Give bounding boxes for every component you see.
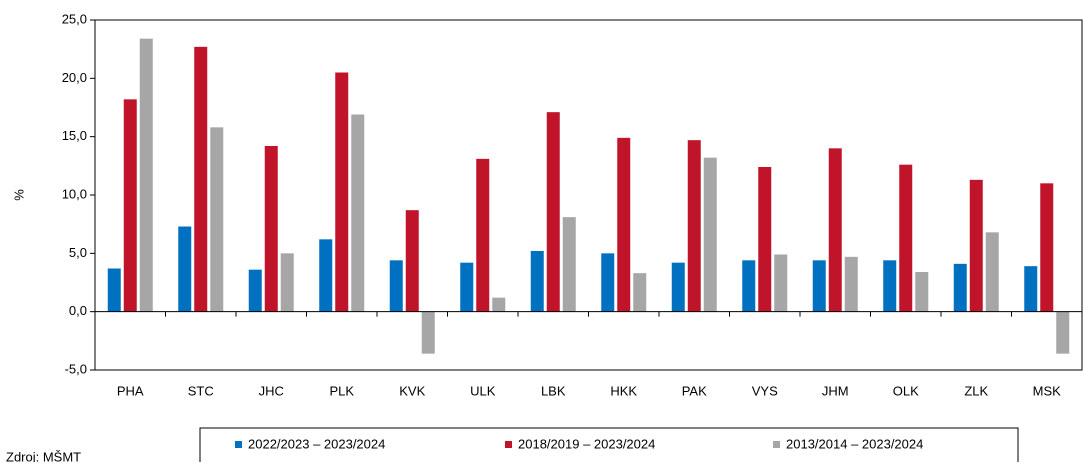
y-tick-label: 10,0 bbox=[62, 186, 87, 201]
legend-label: 2022/2023 – 2023/2024 bbox=[248, 436, 385, 451]
x-tick-label: KVK bbox=[399, 383, 425, 398]
x-tick-label: HKK bbox=[610, 383, 637, 398]
bar bbox=[194, 46, 208, 312]
bar bbox=[107, 268, 121, 312]
x-tick-label: PAK bbox=[682, 383, 707, 398]
y-tick-label: 25,0 bbox=[62, 11, 87, 26]
bar bbox=[351, 114, 365, 312]
bar bbox=[460, 262, 474, 312]
bar bbox=[546, 112, 560, 312]
legend-swatch bbox=[773, 441, 780, 448]
bar bbox=[617, 137, 631, 312]
bar bbox=[687, 140, 701, 312]
bar bbox=[812, 260, 826, 312]
bar bbox=[985, 232, 999, 312]
legend-swatch bbox=[505, 441, 512, 448]
bar bbox=[319, 239, 333, 312]
legend-label: 2018/2019 – 2023/2024 bbox=[518, 436, 655, 451]
x-tick-label: OLK bbox=[893, 383, 919, 398]
legend-label: 2013/2014 – 2023/2024 bbox=[786, 436, 923, 451]
x-tick-label: ULK bbox=[470, 383, 496, 398]
bar bbox=[758, 167, 772, 312]
bar bbox=[953, 263, 967, 312]
x-tick-label: VYS bbox=[752, 383, 778, 398]
bar bbox=[742, 260, 756, 312]
x-tick-label: PLK bbox=[329, 383, 354, 398]
legend-box bbox=[199, 427, 1019, 467]
bar bbox=[1024, 266, 1038, 312]
x-tick-label: JHC bbox=[259, 383, 284, 398]
y-tick-label: 20,0 bbox=[62, 70, 87, 85]
bar bbox=[530, 251, 544, 312]
bar bbox=[633, 273, 647, 312]
bar bbox=[389, 260, 403, 312]
bar bbox=[123, 99, 137, 312]
bar bbox=[405, 210, 419, 312]
bar bbox=[492, 297, 506, 312]
y-tick-label: 5,0 bbox=[69, 245, 87, 260]
y-tick-label: 0,0 bbox=[69, 303, 87, 318]
x-tick-label: LBK bbox=[541, 383, 566, 398]
x-tick-label: JHM bbox=[822, 383, 849, 398]
bar bbox=[899, 164, 913, 312]
source: Zdroj: MŠMT bbox=[6, 449, 81, 462]
y-axis-label: % bbox=[11, 189, 26, 201]
bar bbox=[828, 148, 842, 312]
x-tick-label: PHA bbox=[117, 383, 144, 398]
bar bbox=[774, 254, 788, 312]
bar bbox=[1056, 311, 1070, 354]
legend-swatch bbox=[235, 441, 242, 448]
bar bbox=[969, 179, 983, 312]
x-tick-label: ZLK bbox=[964, 383, 988, 398]
bar bbox=[562, 217, 576, 312]
plot-area bbox=[94, 19, 1083, 371]
bar bbox=[248, 269, 262, 312]
bar bbox=[210, 127, 224, 312]
bar bbox=[476, 158, 490, 312]
x-tick-label: MSK bbox=[1033, 383, 1062, 398]
bar bbox=[601, 253, 615, 312]
bar bbox=[335, 72, 349, 312]
y-tick-label: -5,0 bbox=[65, 361, 87, 376]
bar bbox=[280, 253, 294, 312]
bar bbox=[915, 272, 929, 312]
y-tick-label: 15,0 bbox=[62, 128, 87, 143]
bar bbox=[178, 226, 192, 312]
bar bbox=[139, 38, 153, 312]
bar bbox=[421, 311, 435, 354]
x-tick-label: STC bbox=[188, 383, 214, 398]
bar bbox=[703, 157, 717, 312]
bar bbox=[671, 262, 685, 312]
bar bbox=[883, 260, 897, 312]
bar bbox=[264, 146, 278, 312]
bar bbox=[844, 256, 858, 312]
bar bbox=[1040, 183, 1054, 312]
